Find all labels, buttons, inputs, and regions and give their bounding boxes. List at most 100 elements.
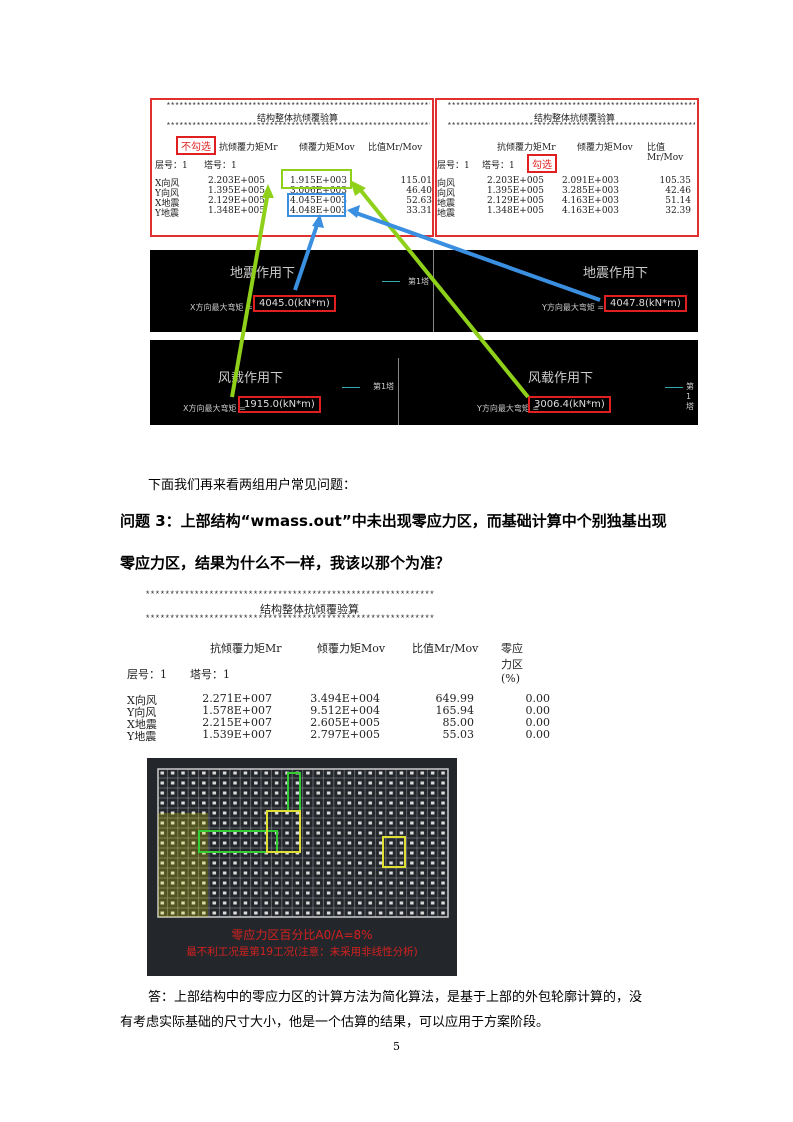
cad-label: X方向最大弯矩 =	[190, 303, 253, 312]
table-cell: 85.00	[442, 716, 475, 729]
stars-divider: ****************************************…	[145, 614, 435, 624]
header: 抗倾覆力矩Mr	[219, 143, 278, 153]
table-cell: 4.163E+003	[561, 206, 619, 216]
table-cell: 46.40	[406, 186, 432, 196]
table-cell: 向风	[437, 179, 456, 189]
question-heading: 问题 3：上部结构“wmass.out”中未出现零应力区，而基础计算中个别独基出…	[120, 512, 667, 530]
cad-value: 4047.8(kN*m)	[604, 295, 687, 312]
cad-legend: 第1塔	[686, 382, 694, 411]
table-cell: 1.578E+007	[202, 704, 272, 717]
table-cell: 33.31	[406, 206, 432, 216]
cad-panel-seismic: 地震作用下 X方向最大弯矩 = 4045.0(kN*m) 第1塔 地震作用下 Y…	[150, 250, 698, 332]
stars-divider: ****************************************…	[166, 102, 430, 111]
cad-label: Y方向最大弯矩 =	[542, 303, 605, 312]
table-cell: 2.605E+005	[310, 716, 380, 729]
floor-label: 层号：1	[437, 161, 470, 171]
table-cell: 1.915E+003	[289, 176, 347, 186]
table-cell: 0.00	[525, 704, 551, 717]
table-cell: Y向风	[155, 189, 179, 199]
table-cell: 165.94	[435, 704, 475, 717]
table-cell: 2.203E+005	[207, 176, 265, 186]
question-heading: 零应力区，结果为什么不一样，我该以那个为准？	[120, 554, 451, 572]
blue-highlight-box	[287, 193, 346, 217]
header: 抗倾覆力矩Mr	[210, 642, 282, 655]
table-cell: 2.091E+003	[561, 176, 619, 186]
table-cell: 1.539E+007	[202, 728, 272, 741]
cad-title: 风载作用下	[528, 371, 594, 386]
cad-legend: 第1塔	[373, 382, 395, 391]
annotation-arrows	[230, 169, 601, 399]
table-cell: 55.03	[442, 728, 475, 741]
table-cell: 4.045E+003	[289, 196, 347, 206]
table-cell: 0.00	[525, 692, 551, 705]
stars-divider: ****************************************…	[166, 122, 430, 131]
green-arrow	[356, 185, 530, 399]
table-cell: 4.163E+003	[561, 196, 619, 206]
table-cell: Y地震	[155, 209, 179, 219]
table-cell: 32.39	[665, 206, 691, 216]
output-panel-unchecked: ****************************************…	[150, 98, 434, 237]
table-cell: 1.348E+005	[486, 206, 544, 216]
table-cell: Y向风	[127, 706, 157, 719]
table-cell: 地震	[437, 209, 456, 219]
header: 抗倾覆力矩Mr	[497, 143, 556, 153]
header: 零应力区(%)	[501, 642, 523, 685]
worst-case-note: 最不利工况是第19工况(注意：未采用非线性分析)	[186, 946, 418, 958]
header: 比值Mr/Mov	[647, 143, 684, 163]
page-number: 5	[393, 1040, 400, 1053]
stars-divider: ****************************************…	[447, 102, 695, 111]
green-arrow	[230, 191, 270, 398]
table-cell: 649.99	[435, 692, 475, 705]
output-panel-checked: ****************************************…	[435, 98, 699, 237]
header: 倾覆力矩Mov	[299, 143, 355, 153]
table-cell: 2.215E+007	[202, 716, 272, 729]
foundation-grid	[157, 768, 449, 918]
table-cell: 3.494E+004	[310, 692, 380, 705]
table-cell: 3.006E+003	[289, 186, 347, 196]
table-cell: 51.14	[665, 196, 691, 206]
table-cell: 2.129E+005	[486, 196, 544, 206]
blue-arrow	[355, 211, 601, 302]
answer-paragraph: 有考虑实际基础的尺寸大小，他是一个估算的结果，可以应用于方案阶段。	[120, 1015, 550, 1030]
tower-label: 塔号：1	[482, 161, 515, 171]
blue-arrow	[293, 221, 320, 291]
tower-label: 塔号：1	[204, 161, 237, 171]
floor-label: 层号：1	[127, 668, 167, 681]
table-cell: 2.271E+007	[202, 692, 272, 705]
stars-divider: ****************************************…	[145, 590, 435, 600]
stars-divider: ****************************************…	[447, 122, 695, 131]
table-cell: 105.35	[659, 176, 692, 186]
table-cell: 2.129E+005	[207, 196, 265, 206]
cad-value: 3006.4(kN*m)	[528, 396, 611, 413]
table-cell: 3.285E+003	[561, 186, 619, 196]
table-cell: 2.797E+005	[310, 728, 380, 741]
table-cell: 0.00	[525, 728, 551, 741]
table-cell: 9.512E+004	[310, 704, 380, 717]
table-cell: 2.203E+005	[486, 176, 544, 186]
zero-stress-ratio: 零应力区百分比A0/A=8%	[231, 928, 373, 942]
table-cell: 地震	[437, 199, 456, 209]
table-cell: 1.348E+005	[207, 206, 265, 216]
cad-legend: 第1塔	[408, 277, 430, 286]
unchecked-tag: 不勾选	[176, 136, 216, 155]
table-cell: 0.00	[525, 716, 551, 729]
answer-paragraph: 答：上部结构中的零应力区的计算方法为简化算法，是基于上部的外包轮廓计算的，没	[148, 990, 643, 1005]
panel-title: 结构整体抗倾覆验算	[257, 114, 339, 124]
panel-title: 结构整体抗倾覆验算	[534, 114, 616, 124]
foundation-cad-image: 零应力区百分比A0/A=8% 最不利工况是第19工况(注意：未采用非线性分析)	[147, 758, 457, 976]
floor-label: 层号：1	[155, 161, 188, 171]
tower-label: 塔号：1	[190, 668, 230, 681]
table-cell: X向风	[155, 179, 180, 189]
table-cell: 1.395E+005	[207, 186, 265, 196]
overturning-table: ****************************************…	[127, 590, 550, 745]
cad-value: 1915.0(kN*m)	[238, 396, 321, 413]
header: 倾覆力矩Mov	[317, 642, 386, 655]
intro-paragraph: 下面我们再来看两组用户常见问题：	[148, 478, 357, 493]
table-cell: X地震	[127, 718, 157, 731]
table-cell: X地震	[155, 199, 180, 209]
cad-label: Y方向最大弯矩 =	[477, 404, 540, 413]
cad-title: 地震作用下	[230, 266, 296, 281]
cad-title: 地震作用下	[583, 266, 649, 281]
table-cell: 4.048E+003	[289, 206, 347, 216]
table-cell: 115.01	[400, 176, 433, 186]
